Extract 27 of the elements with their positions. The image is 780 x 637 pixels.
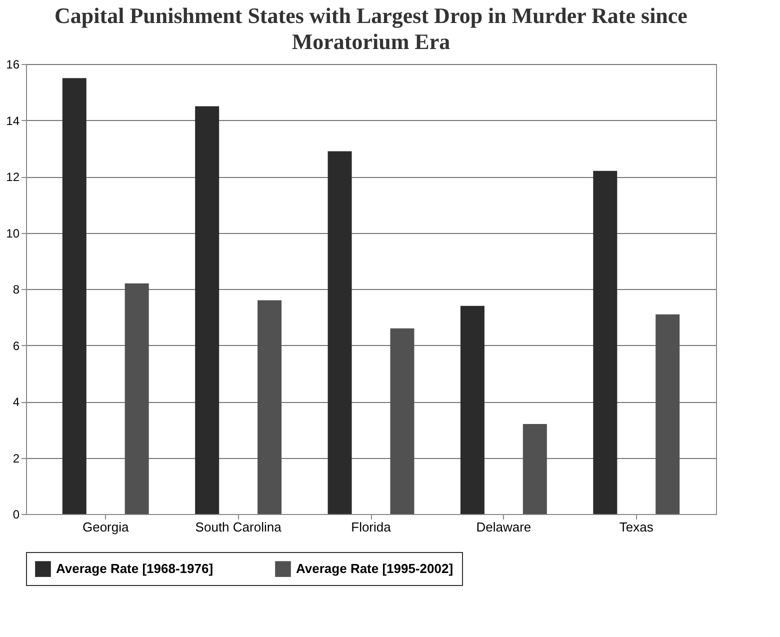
bar [656,314,680,514]
legend-label: Average Rate [1995-2002] [296,561,454,576]
y-tick-label: 12 [6,170,20,184]
bar [195,106,220,514]
y-tick-label: 10 [6,226,20,240]
y-tick-label: 2 [12,451,20,466]
x-tick-label: South Carolina [195,520,282,534]
bar [124,283,149,514]
y-tick-label: 16 [6,58,20,72]
x-tick-label: Florida [351,520,392,534]
y-tick-label: 14 [6,114,20,128]
legend-label: Average Rate [1968-1976] [56,561,214,576]
bar [522,424,547,514]
x-tick-label: Georgia [82,520,130,534]
bar [460,306,484,514]
x-tick-label: Texas [619,520,654,534]
bar [593,170,618,514]
y-tick-label: 4 [12,395,20,409]
y-tick-label: 6 [12,338,20,353]
x-tick-label: Delaware [476,520,532,534]
bar [258,300,282,514]
bar [62,78,86,514]
y-tick-label: 8 [12,282,20,296]
y-tick-label: 0 [12,508,20,522]
chart-title: Capital Punishment States with Largest Drop in Murder Rate since Moratorium Era [54,3,688,54]
bar [328,151,352,514]
bar [390,328,414,514]
